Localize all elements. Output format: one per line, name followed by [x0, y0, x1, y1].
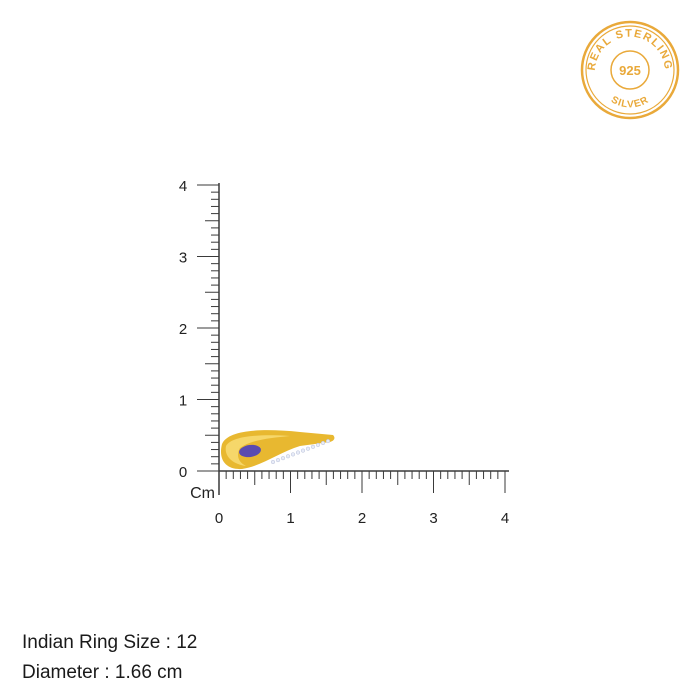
- diameter-label: Diameter : 1.66 cm: [22, 662, 183, 683]
- y-tick-label: 3: [179, 250, 187, 267]
- seal-outer-ring-inner: [585, 25, 675, 115]
- ring-diamond: [305, 446, 311, 451]
- y-tick-label: 4: [179, 178, 187, 195]
- seal-center-text: 925: [619, 63, 641, 78]
- unit-label: Cm: [190, 485, 215, 502]
- ring-size-label: Indian Ring Size : 12: [22, 632, 198, 653]
- ring-diamond: [280, 456, 286, 461]
- ring-diamond: [295, 450, 301, 455]
- cm-ruler: 0 1 2 3 4 0 1 2 3 4 Cm: [179, 178, 509, 527]
- ring-diamond: [300, 448, 306, 453]
- x-tick-label: 1: [286, 510, 294, 527]
- y-tick-label: 1: [179, 393, 187, 410]
- ring-diamond: [285, 454, 291, 459]
- ring-diamond: [310, 444, 316, 449]
- ring-diamond: [290, 452, 296, 457]
- x-tick-label: 3: [429, 510, 437, 527]
- stone-amethyst: [239, 444, 261, 458]
- ring-diamond: [275, 458, 281, 463]
- y-tick-label: 2: [179, 321, 187, 338]
- x-tick-label: 2: [358, 510, 366, 527]
- ring-diamond: [315, 442, 321, 447]
- ring-diamond: [325, 439, 331, 444]
- ring-image: [220, 430, 335, 470]
- seal-inner-ring: [610, 50, 650, 90]
- x-tick-label: 0: [215, 510, 223, 527]
- y-tick-label: 0: [179, 464, 187, 481]
- seal-outer-ring: [580, 20, 680, 120]
- seal-bottom-text: SILVER: [609, 94, 651, 110]
- ring-diamond: [270, 459, 276, 465]
- x-tick-label: 4: [501, 510, 509, 527]
- ring-highlight: [225, 435, 290, 466]
- ring-diamond: [320, 440, 326, 446]
